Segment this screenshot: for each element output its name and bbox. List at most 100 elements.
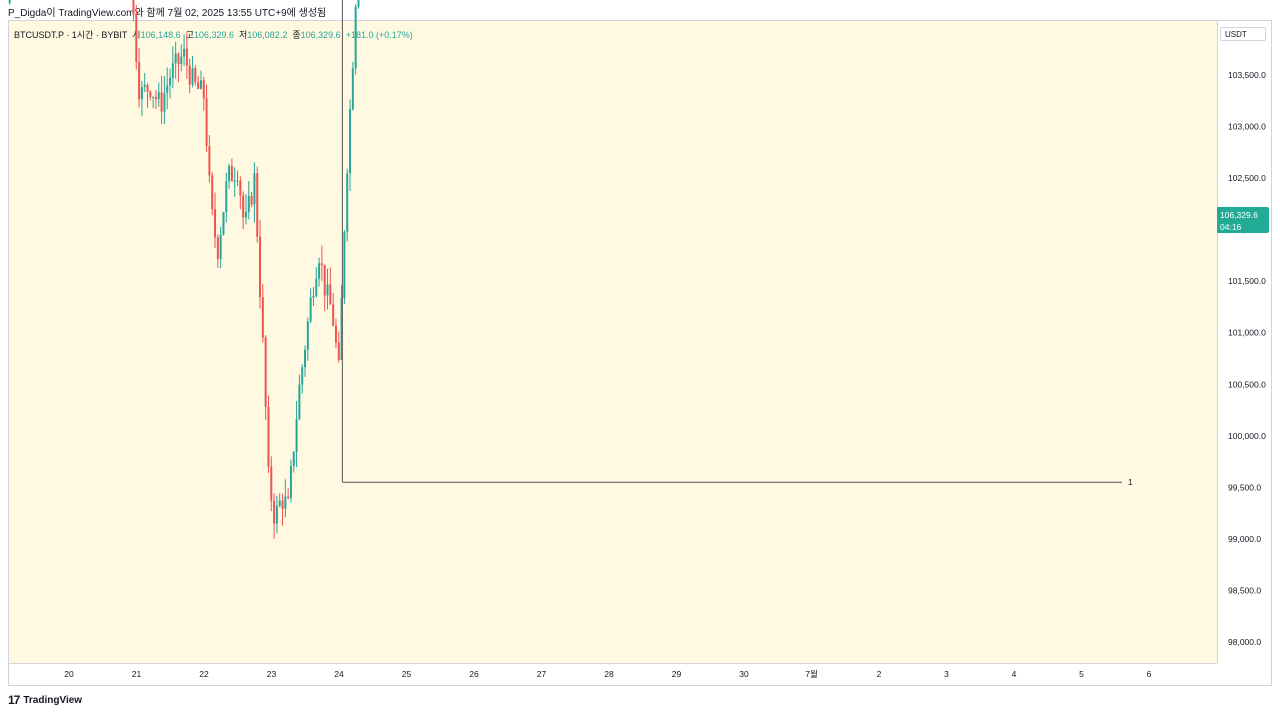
price-axis[interactable] xyxy=(1217,20,1273,663)
change-value: +181.0 (+0.17%) xyxy=(345,30,413,40)
candle-body xyxy=(233,180,236,182)
candle-body xyxy=(309,297,312,322)
candle-body xyxy=(267,406,270,467)
candle-body xyxy=(287,496,290,498)
candle-body xyxy=(191,67,194,85)
candle-body xyxy=(318,263,321,279)
candle-body xyxy=(281,500,284,509)
time-tick-label: 3 xyxy=(944,669,949,679)
candle-body xyxy=(230,165,233,182)
price-tick-label: 101,000.0 xyxy=(1228,328,1266,338)
candle-body xyxy=(185,48,188,66)
tradingview-logo-icon: 17 xyxy=(8,693,20,707)
last-price-tag: 106,329.6 04:16 xyxy=(1217,207,1269,233)
price-tick-label: 98,500.0 xyxy=(1228,585,1261,595)
candle-body xyxy=(216,237,219,259)
tradingview-logo[interactable]: 17 TradingView xyxy=(8,693,82,707)
candle-body xyxy=(337,342,340,360)
candle-body xyxy=(301,367,304,385)
time-tick-label: 26 xyxy=(469,669,479,679)
time-tick-label: 20 xyxy=(64,669,74,679)
candle-body xyxy=(323,264,326,296)
candle-body xyxy=(8,0,11,3)
candle-body xyxy=(334,325,337,343)
tradingview-logo-text: TradingView xyxy=(23,694,83,706)
price-tick-label: 103,000.0 xyxy=(1228,122,1266,132)
candle-body xyxy=(273,500,276,524)
price-tick-label: 100,000.0 xyxy=(1228,431,1266,441)
candle-body xyxy=(219,234,222,259)
candle-body xyxy=(242,195,245,218)
candle-body xyxy=(169,77,172,86)
candle-body xyxy=(154,96,157,100)
candle-body xyxy=(160,92,163,112)
candle-body xyxy=(278,500,281,506)
currency-selector[interactable]: USDT xyxy=(1220,27,1266,41)
candle-body xyxy=(194,67,197,83)
candle-body xyxy=(284,496,287,509)
candle-body xyxy=(174,53,177,64)
candle-body xyxy=(236,180,239,182)
time-tick-label: 24 xyxy=(334,669,344,679)
time-tick-label: 21 xyxy=(132,669,142,679)
bar-countdown: 04:16 xyxy=(1220,222,1242,232)
candle-body xyxy=(292,451,295,466)
candle-body xyxy=(304,349,307,368)
candle-body xyxy=(349,109,352,174)
symbol-label[interactable]: BTCUSDT.P · 1시간 · BYBIT xyxy=(14,30,128,40)
candle-body xyxy=(259,236,262,298)
price-tick-label: 100,500.0 xyxy=(1228,379,1266,389)
time-tick-label: 2 xyxy=(877,669,882,679)
candle-body xyxy=(332,304,335,326)
candle-body xyxy=(354,6,357,69)
price-tick-label: 101,500.0 xyxy=(1228,276,1266,286)
candle-body xyxy=(239,180,242,196)
candle-body xyxy=(152,96,155,98)
time-tick-label: 5 xyxy=(1079,669,1084,679)
candle-body xyxy=(275,505,278,524)
price-tick-label: 102,500.0 xyxy=(1228,173,1266,183)
candle-body xyxy=(295,419,298,452)
candle-body xyxy=(132,0,135,14)
candle-body xyxy=(188,65,191,85)
candle-body xyxy=(180,56,183,65)
candle-body xyxy=(211,175,214,210)
candle-body xyxy=(351,68,354,110)
chart-plot-area[interactable] xyxy=(8,20,1217,663)
candle-body xyxy=(298,384,301,420)
candle-body xyxy=(228,165,231,182)
candle-body xyxy=(171,63,174,78)
candle-body xyxy=(157,92,160,100)
candle-body xyxy=(183,48,186,57)
candle-body xyxy=(343,232,346,298)
candle-body xyxy=(326,284,329,296)
time-axis[interactable] xyxy=(8,663,1217,687)
candle-body xyxy=(135,13,138,63)
close-value: 106,329.6 xyxy=(300,30,341,40)
ohlc-legend: BTCUSDT.P · 1시간 · BYBIT 시106,148.6 고106,… xyxy=(14,28,413,41)
candle-body xyxy=(143,84,146,88)
candle-body xyxy=(261,297,264,338)
candle-body xyxy=(146,84,149,92)
candle-body xyxy=(205,98,208,147)
time-tick-label: 27 xyxy=(537,669,547,679)
candle-body xyxy=(166,85,169,93)
time-tick-label: 25 xyxy=(402,669,412,679)
time-tick-label: 7월 xyxy=(805,669,818,679)
low-label: 저 xyxy=(239,30,248,40)
candle-body xyxy=(250,195,253,205)
candle-body xyxy=(214,209,217,238)
high-label: 고 xyxy=(185,30,194,40)
price-tick-label: 99,500.0 xyxy=(1228,482,1261,492)
price-tick-label: 103,500.0 xyxy=(1228,70,1266,80)
time-tick-label: 22 xyxy=(199,669,209,679)
candle-body xyxy=(177,53,180,65)
candle-body xyxy=(340,297,343,360)
candle-body xyxy=(244,211,247,218)
price-tick-label: 99,000.0 xyxy=(1228,534,1261,544)
candle-body xyxy=(199,80,202,89)
time-tick-label: 23 xyxy=(267,669,277,679)
candle-body xyxy=(270,466,273,501)
candle-body xyxy=(208,146,211,176)
candle-body xyxy=(306,321,309,350)
